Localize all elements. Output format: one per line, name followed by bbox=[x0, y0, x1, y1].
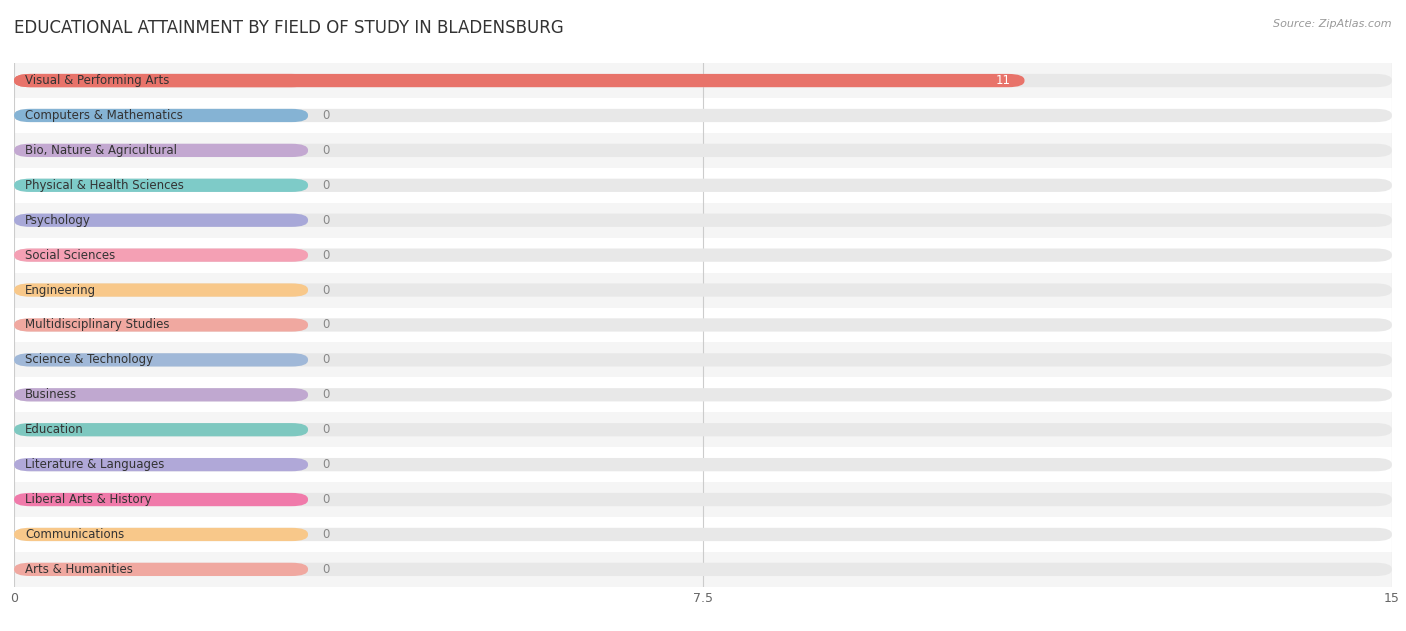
FancyBboxPatch shape bbox=[14, 353, 308, 367]
FancyBboxPatch shape bbox=[14, 74, 308, 87]
Text: Physical & Health Sciences: Physical & Health Sciences bbox=[25, 179, 184, 192]
Text: 0: 0 bbox=[322, 423, 329, 436]
Text: 0: 0 bbox=[322, 249, 329, 262]
Bar bbox=[14, 273, 1392, 307]
Text: 0: 0 bbox=[322, 493, 329, 506]
FancyBboxPatch shape bbox=[14, 493, 1392, 506]
Text: Visual & Performing Arts: Visual & Performing Arts bbox=[25, 74, 170, 87]
Text: 0: 0 bbox=[322, 109, 329, 122]
FancyBboxPatch shape bbox=[14, 423, 308, 437]
FancyBboxPatch shape bbox=[14, 179, 1392, 192]
Bar bbox=[14, 447, 1392, 482]
Bar bbox=[14, 98, 1392, 133]
FancyBboxPatch shape bbox=[14, 318, 1392, 332]
Bar bbox=[14, 307, 1392, 343]
Bar bbox=[14, 377, 1392, 412]
FancyBboxPatch shape bbox=[14, 74, 1025, 87]
FancyBboxPatch shape bbox=[14, 74, 1392, 87]
Bar bbox=[14, 482, 1392, 517]
FancyBboxPatch shape bbox=[14, 213, 308, 227]
FancyBboxPatch shape bbox=[14, 109, 1392, 122]
FancyBboxPatch shape bbox=[14, 388, 308, 401]
Text: Engineering: Engineering bbox=[25, 283, 96, 297]
FancyBboxPatch shape bbox=[14, 423, 1392, 437]
Bar bbox=[14, 203, 1392, 238]
Text: Liberal Arts & History: Liberal Arts & History bbox=[25, 493, 152, 506]
Bar bbox=[14, 168, 1392, 203]
Text: Literature & Languages: Literature & Languages bbox=[25, 458, 165, 471]
FancyBboxPatch shape bbox=[14, 318, 308, 332]
Text: Bio, Nature & Agricultural: Bio, Nature & Agricultural bbox=[25, 144, 177, 157]
Text: Computers & Mathematics: Computers & Mathematics bbox=[25, 109, 183, 122]
FancyBboxPatch shape bbox=[14, 458, 308, 471]
Text: 0: 0 bbox=[322, 528, 329, 541]
FancyBboxPatch shape bbox=[14, 493, 308, 506]
Bar bbox=[14, 133, 1392, 168]
Text: Social Sciences: Social Sciences bbox=[25, 249, 115, 262]
FancyBboxPatch shape bbox=[14, 388, 1392, 401]
Text: 0: 0 bbox=[322, 283, 329, 297]
Text: 0: 0 bbox=[322, 388, 329, 401]
Text: Science & Technology: Science & Technology bbox=[25, 353, 153, 367]
FancyBboxPatch shape bbox=[14, 563, 1392, 576]
FancyBboxPatch shape bbox=[14, 213, 1392, 227]
FancyBboxPatch shape bbox=[14, 144, 308, 157]
Text: 0: 0 bbox=[322, 563, 329, 576]
Text: 0: 0 bbox=[322, 214, 329, 227]
FancyBboxPatch shape bbox=[14, 283, 308, 297]
FancyBboxPatch shape bbox=[14, 283, 1392, 297]
FancyBboxPatch shape bbox=[14, 144, 1392, 157]
FancyBboxPatch shape bbox=[14, 458, 1392, 471]
Text: Communications: Communications bbox=[25, 528, 124, 541]
FancyBboxPatch shape bbox=[14, 109, 308, 122]
Text: 0: 0 bbox=[322, 353, 329, 367]
Text: EDUCATIONAL ATTAINMENT BY FIELD OF STUDY IN BLADENSBURG: EDUCATIONAL ATTAINMENT BY FIELD OF STUDY… bbox=[14, 19, 564, 37]
Bar bbox=[14, 63, 1392, 98]
Text: 0: 0 bbox=[322, 179, 329, 192]
Bar bbox=[14, 343, 1392, 377]
FancyBboxPatch shape bbox=[14, 179, 308, 192]
Bar bbox=[14, 517, 1392, 552]
Bar bbox=[14, 238, 1392, 273]
Bar bbox=[14, 552, 1392, 587]
Text: Psychology: Psychology bbox=[25, 214, 91, 227]
FancyBboxPatch shape bbox=[14, 563, 308, 576]
Text: Source: ZipAtlas.com: Source: ZipAtlas.com bbox=[1274, 19, 1392, 29]
Text: Education: Education bbox=[25, 423, 84, 436]
FancyBboxPatch shape bbox=[14, 249, 1392, 262]
Text: Business: Business bbox=[25, 388, 77, 401]
FancyBboxPatch shape bbox=[14, 249, 308, 262]
Text: 0: 0 bbox=[322, 458, 329, 471]
Text: 0: 0 bbox=[322, 319, 329, 331]
FancyBboxPatch shape bbox=[14, 353, 1392, 367]
Bar bbox=[14, 412, 1392, 447]
FancyBboxPatch shape bbox=[14, 528, 1392, 541]
Text: Arts & Humanities: Arts & Humanities bbox=[25, 563, 134, 576]
Text: 11: 11 bbox=[995, 74, 1011, 87]
FancyBboxPatch shape bbox=[14, 528, 308, 541]
Text: Multidisciplinary Studies: Multidisciplinary Studies bbox=[25, 319, 170, 331]
Text: 0: 0 bbox=[322, 144, 329, 157]
